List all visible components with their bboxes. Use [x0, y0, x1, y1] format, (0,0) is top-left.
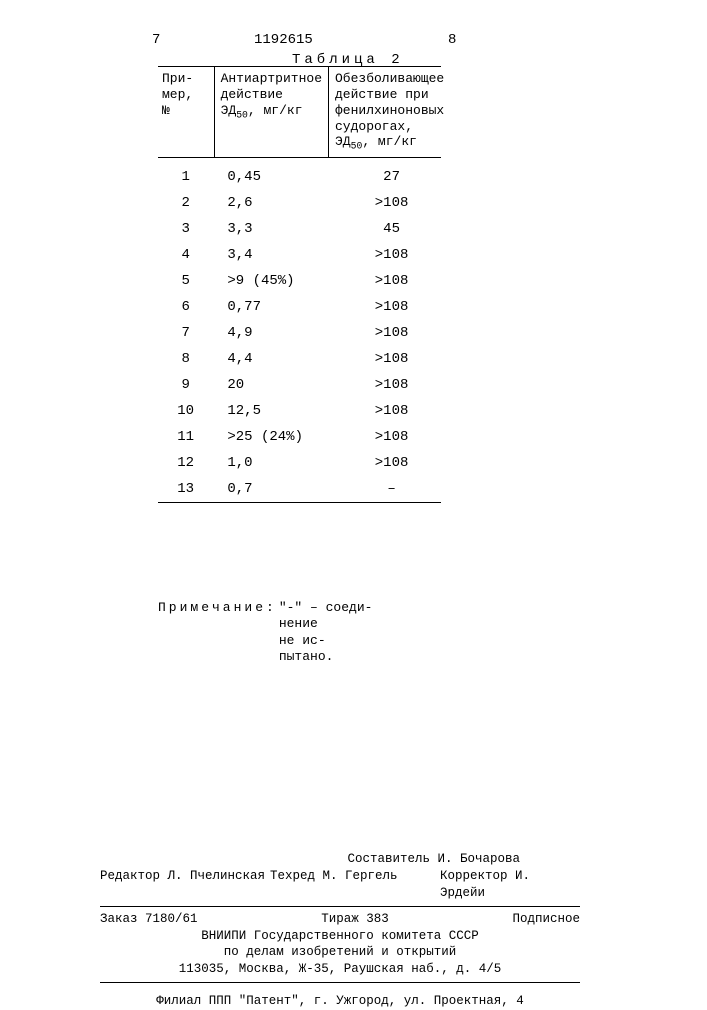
cell-example-n: 13 — [158, 482, 213, 496]
cell-antiarthritic: 0,45 — [213, 170, 336, 184]
cell-antiarthritic: 4,4 — [213, 352, 336, 366]
page-number-left: 7 — [152, 32, 160, 48]
cell-analgesic: 27 — [336, 170, 441, 184]
corrector: Корректор И. Эрдейи — [440, 868, 580, 902]
note-text: "-" – соеди-нениене ис-пытано. — [277, 600, 373, 665]
table-row: 11>25 (24%)>108 — [158, 424, 441, 450]
cell-antiarthritic: >25 (24%) — [213, 430, 336, 444]
col-header-antiarthritic: Антиартритное действие ЭД50, мг/кг — [215, 67, 329, 157]
address-line: 113035, Москва, Ж-35, Раушская наб., д. … — [100, 961, 580, 978]
note-label: Примечание: — [158, 600, 277, 665]
col-header-analgesic: Обезболивающее действие при фенилхинонов… — [329, 67, 441, 157]
document-number: 1192615 — [254, 32, 313, 48]
cell-example-n: 9 — [158, 378, 213, 392]
org-line-2: по делам изобретений и открытий — [100, 944, 580, 961]
table-row: 84,4>108 — [158, 346, 441, 372]
order-number: Заказ 7180/61 — [100, 911, 198, 928]
cell-antiarthritic: 2,6 — [213, 196, 336, 210]
cell-example-n: 1 — [158, 170, 213, 184]
col-header-example: При-мер,№ — [158, 67, 215, 157]
table-row: 33,345 — [158, 216, 441, 242]
cell-antiarthritic: 1,0 — [213, 456, 336, 470]
cell-analgesic: 45 — [336, 222, 441, 236]
cell-antiarthritic: 3,3 — [213, 222, 336, 236]
cell-example-n: 8 — [158, 352, 213, 366]
table-row: 22,6>108 — [158, 190, 441, 216]
cell-antiarthritic: 20 — [213, 378, 336, 392]
rule-mid — [158, 157, 441, 158]
cell-analgesic: >108 — [336, 456, 441, 470]
print-run: Тираж 383 — [321, 911, 389, 928]
table-body: 10,452722,6>10833,34543,4>1085>9 (45%)>1… — [158, 164, 441, 502]
imprint-block: Составитель И. Бочарова Редактор Л. Пчел… — [100, 851, 580, 1010]
cell-antiarthritic: 12,5 — [213, 404, 336, 418]
cell-example-n: 6 — [158, 300, 213, 314]
rule — [100, 906, 580, 907]
cell-analgesic: >108 — [336, 300, 441, 314]
cell-example-n: 11 — [158, 430, 213, 444]
table-row: 60,77>108 — [158, 294, 441, 320]
cell-analgesic: >108 — [336, 352, 441, 366]
data-table: При-мер,№ Антиартритное действие ЭД50, м… — [158, 66, 441, 503]
table-row: 5>9 (45%)>108 — [158, 268, 441, 294]
table-note: Примечание: "-" – соеди-нениене ис-пытан… — [158, 600, 441, 665]
staff-line: Редактор Л. Пчелинская Техред М. Гергель… — [100, 868, 580, 902]
cell-example-n: 10 — [158, 404, 213, 418]
cell-antiarthritic: 4,9 — [213, 326, 336, 340]
org-line-1: ВНИИПИ Государственного комитета СССР — [100, 928, 580, 945]
table-row: 121,0>108 — [158, 450, 441, 476]
page-number-right: 8 — [448, 32, 456, 48]
cell-antiarthritic: 0,7 — [213, 482, 336, 496]
cell-example-n: 7 — [158, 326, 213, 340]
subscription: Подписное — [512, 911, 580, 928]
filial-line: Филиал ППП "Патент", г. Ужгород, ул. Про… — [100, 993, 580, 1010]
cell-example-n: 2 — [158, 196, 213, 210]
cell-antiarthritic: 0,77 — [213, 300, 336, 314]
rule-bottom — [158, 502, 441, 503]
cell-example-n: 5 — [158, 274, 213, 288]
table-row: 43,4>108 — [158, 242, 441, 268]
cell-antiarthritic: 3,4 — [213, 248, 336, 262]
cell-analgesic: >108 — [336, 196, 441, 210]
cell-analgesic: >108 — [336, 274, 441, 288]
cell-example-n: 12 — [158, 456, 213, 470]
table-row: 74,9>108 — [158, 320, 441, 346]
rule — [100, 982, 580, 983]
table-row: 10,4527 — [158, 164, 441, 190]
table-row: 920>108 — [158, 372, 441, 398]
cell-analgesic: >108 — [336, 430, 441, 444]
page: 7 1192615 8 Таблица 2 При-мер,№ Антиартр… — [0, 0, 707, 1000]
cell-analgesic: >108 — [336, 248, 441, 262]
table-row: 1012,5>108 — [158, 398, 441, 424]
cell-example-n: 3 — [158, 222, 213, 236]
table-header-row: При-мер,№ Антиартритное действие ЭД50, м… — [158, 67, 441, 157]
editor: Редактор Л. Пчелинская — [100, 868, 270, 902]
compiler-line: Составитель И. Бочарова — [100, 851, 580, 868]
table-row: 130,7– — [158, 476, 441, 502]
cell-example-n: 4 — [158, 248, 213, 262]
cell-antiarthritic: >9 (45%) — [213, 274, 336, 288]
cell-analgesic: – — [336, 482, 441, 496]
techred: Техред М. Гергель — [270, 868, 440, 902]
cell-analgesic: >108 — [336, 404, 441, 418]
cell-analgesic: >108 — [336, 378, 441, 392]
publication-line: Заказ 7180/61 Тираж 383 Подписное — [100, 911, 580, 928]
cell-analgesic: >108 — [336, 326, 441, 340]
